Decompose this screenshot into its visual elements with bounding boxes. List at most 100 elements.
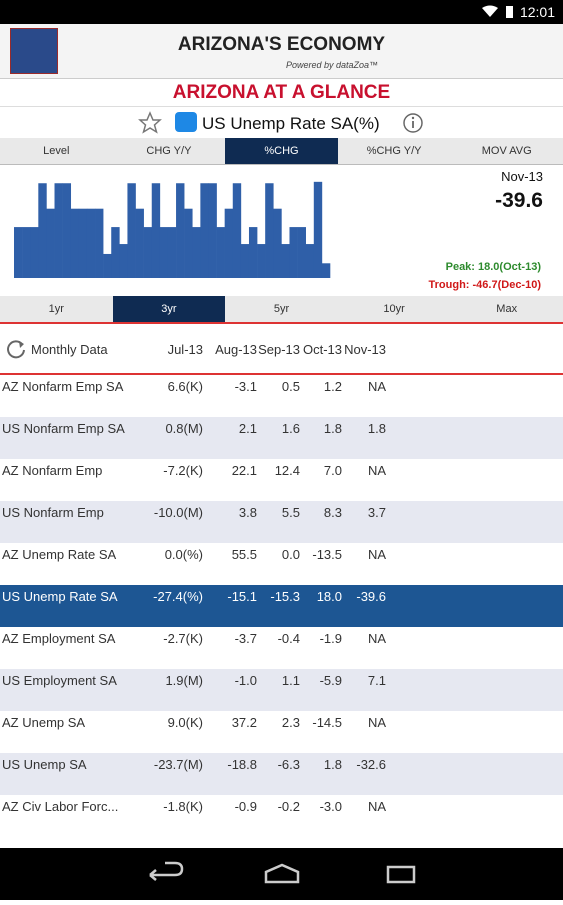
cell-value: -18.8 [227, 757, 257, 772]
cell-value: NA [367, 799, 386, 814]
cell-value: 3.7 [367, 505, 386, 520]
cell-value: -23.7(M) [153, 757, 203, 772]
row-name: AZ Nonfarm Emp SA [2, 379, 124, 394]
cell-value: -1.8(K) [163, 799, 203, 814]
tab[interactable]: CHG Y/Y [146, 145, 192, 157]
bar [184, 208, 193, 278]
table-row[interactable]: AZ Nonfarm Emp -7.2(K) 22.1 12.4 7.0 NA [0, 459, 563, 501]
table-row[interactable]: AZ Unemp Rate SA 0.0(%) 55.5 0.0 -13.5 NA [0, 543, 563, 585]
bar [38, 183, 47, 278]
cell-value: 8.3 [323, 505, 342, 520]
row-name: AZ Unemp Rate SA [2, 547, 117, 562]
tab[interactable]: 3yr [112, 296, 226, 322]
tab[interactable]: 1yr [48, 303, 64, 315]
cell-value: 1.8 [367, 421, 386, 436]
cell-value: -13.5 [312, 547, 342, 562]
cell-value: 5.5 [281, 505, 300, 520]
table-row[interactable]: US Nonfarm Emp SA 0.8(M) 2.1 1.6 1.8 1.8 [0, 417, 563, 459]
bar [14, 227, 23, 278]
bar [240, 244, 250, 278]
cell-value: 6.6(K) [167, 379, 203, 394]
cell-value: -32.6 [356, 757, 386, 772]
app-header: ARIZONA'S ECONOMY Powered by dataZoa™ [0, 24, 563, 79]
bar [265, 183, 274, 278]
favorite-star[interactable] [138, 111, 162, 135]
status-icons [482, 5, 513, 18]
chart-area: Nov-13 -39.6 Peak: 18.0(Oct-13) Trough: … [0, 165, 563, 296]
bar [232, 183, 242, 278]
cell-value: 7.1 [367, 673, 386, 688]
bar [176, 183, 185, 278]
row-name: AZ Employment SA [2, 631, 116, 646]
cell-value: 1.8 [323, 421, 342, 436]
table-row[interactable]: US Employment SA 1.9(M) -1.0 1.1 -5.9 7.1 [0, 669, 563, 711]
tab[interactable]: 10yr [383, 303, 405, 315]
table-row[interactable]: AZ Employment SA -2.7(K) -3.7 -0.4 -1.9 NA [0, 627, 563, 669]
tab[interactable]: Max [496, 303, 518, 315]
bar [30, 227, 39, 278]
row-name: US Nonfarm Emp SA [2, 421, 125, 436]
cell-value: 0.0(%) [164, 547, 203, 562]
cell-value: 1.1 [281, 673, 300, 688]
table-row[interactable]: AZ Nonfarm Emp SA 6.6(K) -3.1 0.5 1.2 NA [0, 375, 563, 417]
series-icon[interactable] [175, 112, 197, 132]
bar [273, 208, 282, 278]
table-row[interactable]: US Unemp SA -23.7(M) -18.8 -6.3 1.8 -32.6 [0, 753, 563, 795]
cell-value: -39.6 [356, 589, 386, 604]
row-name: AZ Nonfarm Emp [2, 463, 103, 478]
cell-value: 18.0 [316, 589, 342, 604]
cell-value: -1.0 [234, 673, 257, 688]
cell-value: 7.0 [323, 463, 342, 478]
table-row[interactable]: AZ Civ Labor Forc... -1.8(K) -0.9 -0.2 -3.0 N… [0, 795, 563, 837]
logo[interactable] [10, 28, 58, 74]
cell-value: 2.1 [238, 421, 257, 436]
tab[interactable]: %CHG Y/Y [366, 145, 422, 157]
latest-value: -39.6 [495, 189, 543, 212]
bar [313, 181, 323, 278]
bar [159, 227, 169, 278]
bar [135, 208, 144, 278]
tab[interactable]: MOV AVG [481, 145, 532, 157]
cell-value: 55.5 [231, 547, 257, 562]
table-header: Monthly Data Jul-13 Aug-13 Sep-13 Oct-13 Nov-… [0, 324, 563, 375]
cell-value: -1.9 [319, 631, 342, 646]
bar-chart [14, 181, 331, 278]
cell-value: -3.7 [234, 631, 257, 646]
info-icon[interactable] [402, 112, 424, 134]
range-tabs: 1yr 3yr 5yr 10yr Max [0, 296, 563, 324]
cell-value: 2.3 [281, 715, 300, 730]
tab[interactable]: 5yr [273, 303, 290, 315]
column-header: Sep-13 [258, 342, 300, 357]
bar [127, 183, 136, 278]
tab[interactable]: Level [43, 145, 70, 157]
bar [216, 227, 225, 278]
refresh-icon[interactable] [5, 338, 27, 360]
bar [78, 208, 88, 278]
bar [208, 183, 217, 278]
peak: Peak: 18.0(Oct-13) [445, 261, 541, 273]
cell-value: -10.0(M) [153, 505, 203, 520]
bar [86, 208, 96, 278]
cell-value: 9.0(K) [167, 715, 203, 730]
row-name: US Nonfarm Emp [2, 505, 104, 520]
cell-value: 1.6 [281, 421, 300, 436]
bar [70, 208, 80, 278]
column-header: Monthly Data [31, 342, 108, 357]
cell-value: -7.2(K) [163, 463, 203, 478]
cell-value: -3.0 [319, 799, 342, 814]
bar [143, 227, 153, 278]
bar [289, 227, 298, 278]
series-title: US Unemp Rate SA(%) [202, 114, 380, 133]
cell-value: NA [367, 463, 386, 478]
tab[interactable]: %CHG [225, 138, 338, 164]
cell-value: 1.9(M) [165, 673, 203, 688]
bar [95, 208, 104, 278]
nav-bar [0, 848, 563, 900]
bar [54, 183, 63, 278]
cell-value: 1.2 [323, 379, 342, 394]
bar [22, 227, 31, 278]
table-row[interactable]: US Nonfarm Emp -10.0(M) 3.8 5.5 8.3 3.7 [0, 501, 563, 543]
bar [62, 183, 72, 278]
table-row[interactable]: AZ Unemp SA 9.0(K) 37.2 2.3 -14.5 NA [0, 711, 563, 753]
table-row[interactable]: US Unemp Rate SA -27.4(%) -15.1 -15.3 18.0 -3… [0, 585, 563, 627]
